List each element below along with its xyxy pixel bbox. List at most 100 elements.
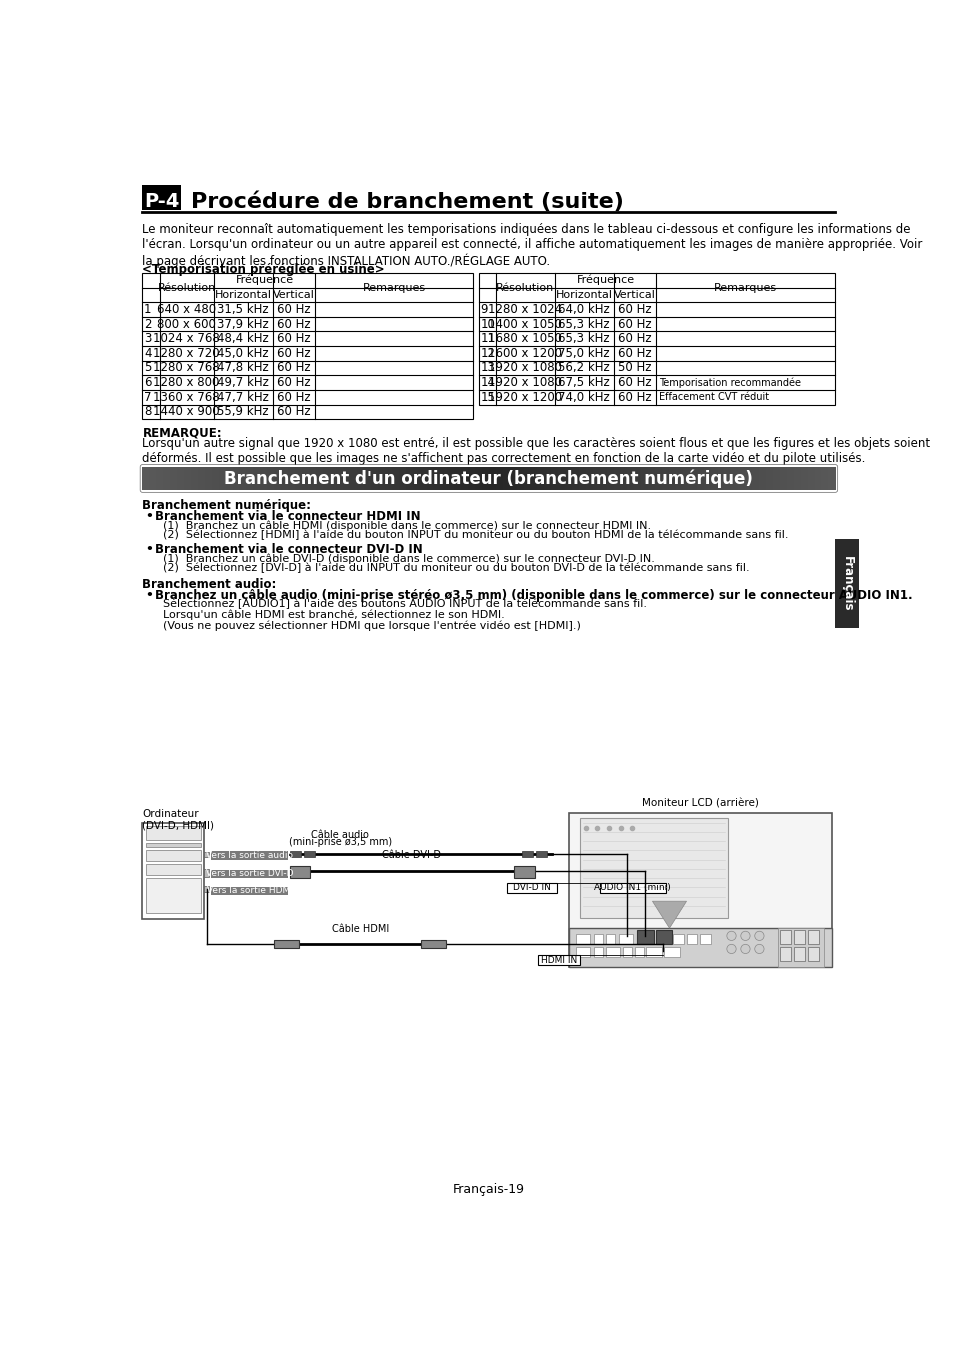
Bar [703,467,711,490]
Bar [622,946,632,957]
Bar [723,467,732,490]
Bar [696,467,703,490]
Text: (1)  Branchez un câble HDMI (disponible dans le commerce) sur le connecteur HDMI: (1) Branchez un câble HDMI (disponible d… [162,520,650,531]
Bar [509,467,517,490]
Text: Fréquence: Fréquence [576,275,634,285]
Bar [239,467,247,490]
Text: •: • [145,510,152,522]
Bar [794,930,804,944]
Bar [146,878,201,913]
Text: 60 Hz: 60 Hz [618,332,651,346]
Bar [303,850,314,857]
Text: 3: 3 [144,332,152,346]
Circle shape [726,931,736,941]
Text: Câble DVI-D: Câble DVI-D [381,850,440,860]
Text: 1360 x 768: 1360 x 768 [153,390,220,404]
Text: 55,9 kHz: 55,9 kHz [217,405,269,418]
Bar [146,826,201,840]
Bar [605,946,619,957]
Text: Français-19: Français-19 [453,1184,524,1196]
Bar [506,883,557,892]
Circle shape [754,944,763,953]
Bar [440,467,448,490]
Text: •: • [145,589,152,602]
Bar [738,467,745,490]
Text: Lorsqu'un câble HDMI est branché, sélectionnez le son HDMI.: Lorsqu'un câble HDMI est branché, sélect… [162,609,504,620]
Text: 49,7 kHz: 49,7 kHz [217,377,269,389]
Bar [682,467,690,490]
Bar [794,948,804,961]
Bar [523,467,531,490]
Text: 37,9 kHz: 37,9 kHz [217,317,269,331]
Bar [218,467,226,490]
Bar [655,467,662,490]
Text: Ordinateur
(DVI-D, HDMI): Ordinateur (DVI-D, HDMI) [142,809,214,830]
Text: (Vous ne pouvez sélectionner HDMI que lorsque l'entrée vidéo est [HDMI].): (Vous ne pouvez sélectionner HDMI que lo… [162,620,580,630]
Bar [211,869,288,878]
Bar [731,467,739,490]
Text: Le moniteur reconnaît automatiquement les temporisations indiquées dans le table: Le moniteur reconnaît automatiquement le… [142,223,922,267]
Bar [593,934,602,944]
Circle shape [726,944,736,953]
Text: <Temporisation préréglée en usine>: <Temporisation préréglée en usine> [142,263,385,275]
Bar [673,934,683,944]
Bar [343,467,351,490]
Text: 5: 5 [144,362,152,374]
Text: 6: 6 [144,377,152,389]
Bar [329,467,337,490]
Bar [142,273,472,420]
Text: 10: 10 [480,317,495,331]
Text: 64,0 kHz: 64,0 kHz [558,302,610,316]
Bar [426,467,434,490]
Bar [447,467,455,490]
Bar [460,467,469,490]
Bar [413,467,420,490]
Text: Temporisation recommandée: Temporisation recommandée [658,378,800,387]
Text: 60 Hz: 60 Hz [277,390,311,404]
Text: Français: Français [840,556,853,612]
Text: Branchement numérique:: Branchement numérique: [142,500,312,512]
Bar [336,467,344,490]
Text: Remarques: Remarques [714,282,777,293]
Bar [634,946,643,957]
Bar [606,467,614,490]
Bar [759,467,766,490]
Text: 13: 13 [480,362,495,374]
Text: 1920 x 1080: 1920 x 1080 [488,377,561,389]
Bar [468,467,476,490]
Text: 11: 11 [480,332,495,346]
Bar [478,273,835,405]
Text: Procédure de branchement (suite): Procédure de branchement (suite) [191,190,622,212]
Text: Remarques: Remarques [362,282,425,293]
Text: 47,7 kHz: 47,7 kHz [217,390,269,404]
Text: Branchement via le connecteur HDMI IN: Branchement via le connecteur HDMI IN [154,510,420,522]
Bar [163,467,171,490]
Text: 1440 x 900: 1440 x 900 [153,405,220,418]
Bar [281,467,289,490]
Bar [576,934,590,944]
Text: Résolution: Résolution [496,282,554,293]
Bar [780,467,787,490]
Bar [294,467,302,490]
Bar [599,883,665,892]
Text: 48,4 kHz: 48,4 kHz [217,332,269,346]
Text: 800 x 600: 800 x 600 [157,317,216,331]
Text: 60 Hz: 60 Hz [277,377,311,389]
Text: Effacement CVT réduit: Effacement CVT réduit [658,393,768,402]
Text: 67,5 kHz: 67,5 kHz [558,377,610,389]
Text: 60 Hz: 60 Hz [277,332,311,346]
Text: Branchez un câble audio (mini-prise stéréo ø3,5 mm) (disponible dans le commerce: Branchez un câble audio (mini-prise stér… [154,589,912,602]
Bar [558,467,565,490]
Bar [322,467,330,490]
Bar [780,930,790,944]
Text: 14: 14 [480,377,495,389]
Text: 1400 x 1050: 1400 x 1050 [488,317,561,331]
Text: 2: 2 [144,317,152,331]
Text: AUDIO IN1 (mini): AUDIO IN1 (mini) [594,883,670,892]
Text: Branchement audio:: Branchement audio: [142,578,276,591]
Text: Horizontal: Horizontal [556,290,612,300]
Bar [496,467,503,490]
Bar [488,467,497,490]
Bar [233,467,240,490]
Text: 50 Hz: 50 Hz [618,362,651,374]
